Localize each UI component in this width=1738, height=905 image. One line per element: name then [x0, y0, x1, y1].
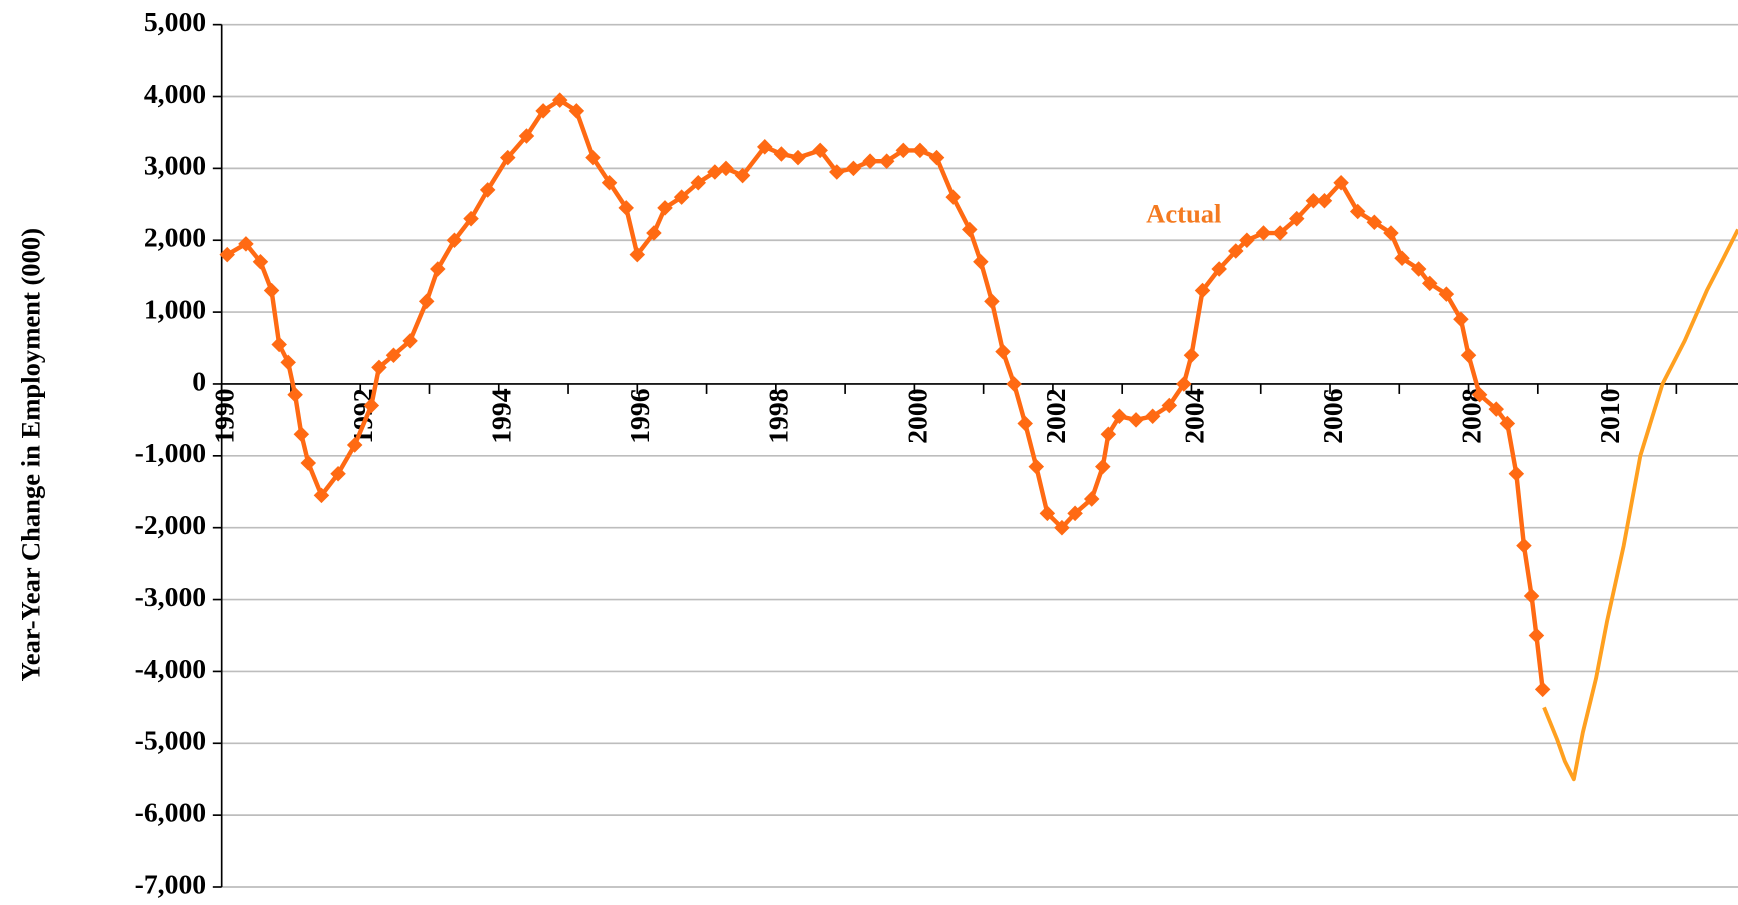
y-tick-label: 2,000: [144, 222, 206, 253]
marker: [271, 336, 287, 353]
marker: [418, 293, 435, 310]
y-tick-label: -6,000: [135, 796, 207, 827]
marker: [945, 189, 961, 205]
marker: [535, 103, 551, 119]
marker: [878, 153, 895, 169]
marker: [928, 149, 945, 166]
marker: [1394, 250, 1410, 266]
marker: [263, 282, 280, 299]
marker: [280, 354, 296, 371]
x-tick-label: 2006: [1317, 388, 1348, 444]
marker: [1453, 311, 1469, 328]
marker: [1488, 401, 1505, 417]
y-tick-label: -7,000: [135, 868, 207, 899]
marker: [1528, 627, 1545, 644]
marker: [1067, 505, 1083, 522]
marker: [585, 149, 601, 166]
marker: [673, 189, 690, 205]
marker: [1523, 588, 1540, 604]
marker: [862, 153, 878, 169]
marker: [1272, 225, 1288, 241]
y-tick-label: 3,000: [144, 150, 206, 181]
annotation: Actual: [1146, 199, 1221, 229]
marker: [812, 142, 828, 159]
marker: [1006, 376, 1022, 392]
y-tick-label: -3,000: [135, 581, 207, 612]
marker: [293, 426, 310, 443]
marker: [446, 232, 463, 248]
marker: [1194, 282, 1211, 299]
marker: [984, 293, 1000, 310]
marker: [518, 128, 535, 144]
marker: [1349, 203, 1366, 220]
marker: [790, 149, 806, 166]
marker: [219, 246, 235, 263]
series: [1542, 228, 1738, 782]
marker: [500, 149, 516, 166]
marker: [1039, 505, 1056, 522]
marker: [773, 146, 790, 162]
marker: [402, 333, 418, 349]
marker: [995, 343, 1011, 360]
marker: [718, 160, 734, 177]
y-tick-label: 4,000: [144, 78, 206, 109]
y-tick-label: -4,000: [135, 653, 207, 684]
series: [219, 92, 1551, 698]
x-tick-label: 1996: [624, 388, 655, 444]
x-tick-label: 1990: [209, 388, 240, 443]
marker: [1305, 192, 1322, 209]
marker: [845, 160, 862, 177]
marker: [912, 142, 928, 159]
marker: [1144, 408, 1161, 425]
y-tick-label: -2,000: [135, 509, 207, 540]
x-tick-label: 2004: [1178, 388, 1209, 444]
marker: [551, 92, 568, 108]
marker: [287, 386, 303, 403]
marker: [1017, 415, 1033, 432]
marker: [1028, 458, 1045, 475]
marker: [371, 359, 387, 376]
y-tick-label: -5,000: [135, 725, 207, 756]
x-tick-label: 2010: [1594, 388, 1625, 443]
marker: [962, 221, 978, 238]
x-tick-label: 2000: [901, 388, 932, 443]
x-tick-label: 1998: [763, 388, 794, 443]
marker: [1095, 458, 1111, 475]
marker: [1255, 225, 1272, 241]
marker: [629, 246, 646, 263]
y-tick-label: 0: [192, 365, 206, 396]
x-tick-label: 1994: [486, 388, 517, 444]
marker: [385, 347, 402, 363]
marker: [1460, 347, 1477, 363]
marker: [973, 254, 989, 270]
marker: [1366, 214, 1383, 231]
y-tick-label: -1,000: [135, 437, 207, 468]
y-tick-label: 1,000: [144, 293, 206, 324]
marker: [1183, 347, 1200, 363]
marker: [1499, 415, 1516, 432]
y-tick-label: 5,000: [144, 6, 206, 37]
marker: [1534, 681, 1551, 698]
marker: [479, 182, 496, 198]
x-tick-label: 2002: [1040, 388, 1071, 443]
marker: [657, 200, 673, 216]
marker: [1111, 408, 1128, 425]
marker: [1438, 286, 1455, 302]
marker: [1516, 537, 1532, 554]
marker: [1128, 412, 1144, 428]
marker: [238, 236, 254, 252]
marker: [1176, 376, 1192, 392]
marker: [646, 225, 662, 241]
line: [1542, 228, 1738, 782]
marker: [313, 487, 330, 504]
y-axis-label: Year-Year Change in Employment (000): [15, 228, 45, 682]
marker: [568, 103, 585, 119]
marker: [1508, 466, 1525, 482]
marker: [300, 455, 317, 471]
